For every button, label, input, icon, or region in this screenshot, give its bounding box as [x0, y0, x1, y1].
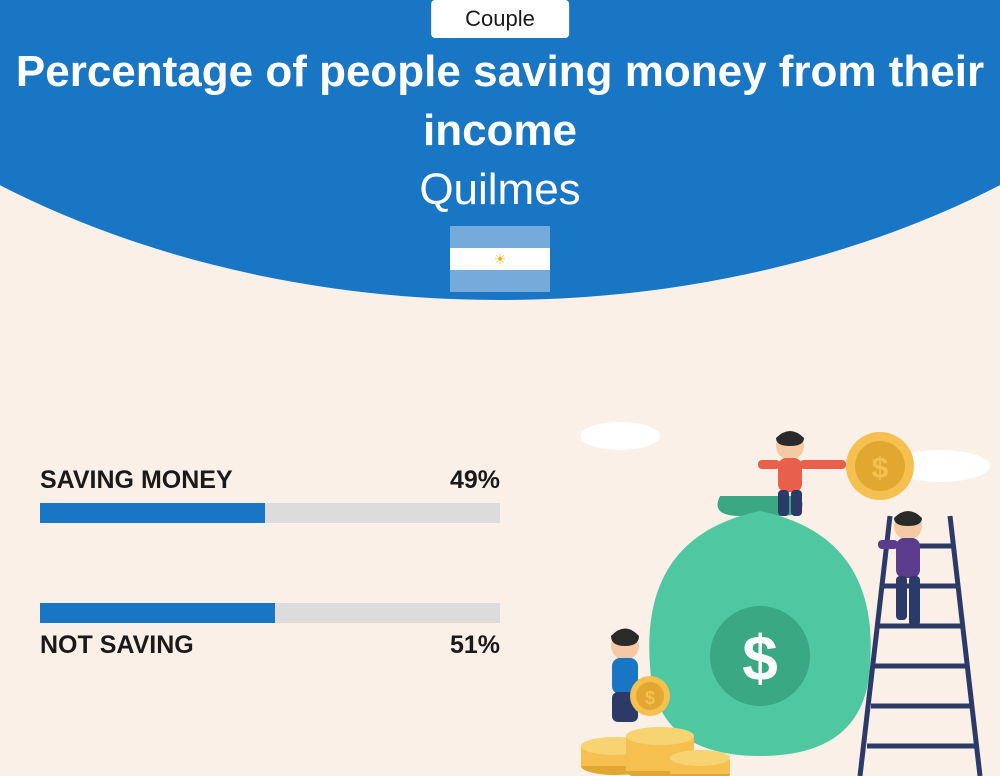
flag-stripe-mid: ☀: [450, 248, 550, 270]
svg-text:$: $: [872, 452, 889, 485]
bar-label-row: NOT SAVING 51%: [40, 631, 500, 660]
bar-name: SAVING MONEY: [40, 466, 233, 495]
page-title: Percentage of people saving money from t…: [0, 42, 1000, 161]
savings-illustration: $ $ $: [560, 396, 1000, 776]
bar-name: NOT SAVING: [40, 631, 194, 660]
cloud-icon: [580, 422, 660, 450]
bar-fill: [40, 603, 275, 623]
bar-value: 51%: [450, 631, 500, 660]
category-tag: Couple: [431, 0, 569, 38]
svg-text:$: $: [742, 622, 778, 694]
bar-saving-money: SAVING MONEY 49%: [40, 466, 500, 523]
sun-icon: ☀: [494, 252, 507, 266]
bar-not-saving: NOT SAVING 51%: [40, 603, 500, 660]
bar-label-row: SAVING MONEY 49%: [40, 466, 500, 495]
argentina-flag-icon: ☀: [450, 226, 550, 292]
coin-icon: $: [846, 432, 914, 500]
title-block: Percentage of people saving money from t…: [0, 42, 1000, 215]
money-bag-icon: $: [649, 496, 871, 756]
bar-track: [40, 603, 500, 623]
bar-value: 49%: [450, 466, 500, 495]
page-subtitle: Quilmes: [0, 165, 1000, 215]
bar-chart: SAVING MONEY 49% NOT SAVING 51%: [40, 466, 500, 740]
bar-track: [40, 503, 500, 523]
svg-text:$: $: [645, 688, 655, 708]
flag-stripe-bottom: [450, 270, 550, 292]
flag-stripe-top: [450, 226, 550, 248]
bar-fill: [40, 503, 265, 523]
